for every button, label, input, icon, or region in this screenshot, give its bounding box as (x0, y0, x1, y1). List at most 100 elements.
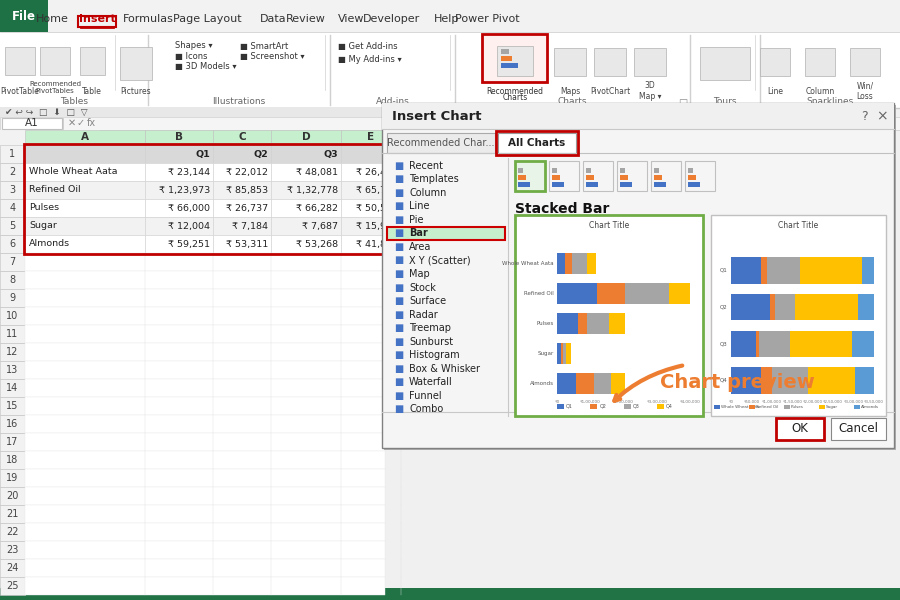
Text: ■: ■ (394, 256, 403, 265)
Text: Recommended Char...: Recommended Char... (387, 138, 495, 148)
Text: Chart Title: Chart Title (778, 220, 819, 229)
Text: Map: Map (409, 269, 430, 279)
Text: ✕: ✕ (68, 118, 76, 128)
Text: ₹3,00,000: ₹3,00,000 (646, 400, 667, 404)
Text: 17: 17 (6, 437, 19, 447)
Bar (271, 199, 341, 217)
Bar (688, 167, 693, 173)
Bar (0, 523, 25, 541)
Bar (25, 469, 385, 487)
Text: 21: 21 (6, 509, 19, 519)
Text: ■: ■ (394, 350, 403, 360)
Bar (0, 577, 25, 595)
Text: Combo: Combo (409, 404, 443, 414)
Bar (594, 48, 626, 76)
Bar (620, 181, 632, 187)
Bar (805, 48, 835, 76)
Text: D: D (302, 133, 310, 142)
Bar (341, 163, 401, 181)
Text: ■ Get Add-ins: ■ Get Add-ins (338, 41, 398, 50)
Bar (851, 331, 874, 357)
Text: Maps: Maps (560, 86, 580, 95)
Text: ■: ■ (394, 174, 403, 184)
Bar (401, 145, 441, 163)
Bar (25, 325, 385, 343)
Bar (25, 487, 385, 505)
Bar (518, 167, 523, 173)
Bar (0, 181, 25, 199)
Bar (401, 163, 441, 181)
Bar (25, 523, 385, 541)
Text: Add-ins: Add-ins (375, 97, 410, 106)
Bar (583, 161, 613, 191)
Text: 9: 9 (9, 293, 15, 303)
Text: 11: 11 (6, 329, 19, 339)
Bar (776, 418, 824, 440)
Text: ■ SmartArt: ■ SmartArt (240, 41, 288, 50)
Bar (688, 175, 696, 179)
Text: Q4: Q4 (720, 378, 728, 383)
Bar (561, 343, 563, 364)
Bar (756, 331, 760, 357)
Text: 3D
Map ▾: 3D Map ▾ (639, 81, 662, 101)
Text: 14: 14 (6, 383, 19, 393)
Text: 22: 22 (6, 527, 19, 537)
Text: ■: ■ (394, 296, 403, 306)
Text: ₹ 26,737: ₹ 26,737 (226, 203, 268, 212)
Text: ₹ 85,853: ₹ 85,853 (226, 185, 268, 194)
Bar (731, 257, 760, 284)
Bar (25, 199, 145, 217)
Bar (749, 405, 755, 409)
Text: Power Pivot: Power Pivot (454, 14, 519, 24)
Bar (145, 235, 213, 253)
Bar (654, 181, 666, 187)
Text: ₹ 65,781: ₹ 65,781 (356, 185, 398, 194)
Text: A1: A1 (25, 118, 39, 128)
Bar (0, 505, 25, 523)
Text: Column: Column (806, 86, 834, 95)
Bar (564, 253, 572, 274)
Bar (598, 283, 626, 304)
Bar (497, 46, 533, 76)
Text: Templates: Templates (409, 174, 459, 184)
Bar (271, 217, 341, 235)
Text: Sugar: Sugar (29, 221, 57, 230)
Text: Data: Data (260, 14, 286, 24)
Bar (0, 130, 25, 600)
Text: 23: 23 (6, 545, 19, 555)
Bar (25, 289, 385, 307)
Bar (25, 505, 385, 523)
Bar (25, 415, 385, 433)
Text: Stacked Bar: Stacked Bar (515, 202, 609, 216)
Bar (549, 161, 579, 191)
Text: Whole Wheat Aata: Whole Wheat Aata (721, 405, 760, 409)
Bar (552, 175, 560, 179)
Text: ₹ 1,32,778: ₹ 1,32,778 (287, 185, 338, 194)
Text: Recommended: Recommended (487, 86, 544, 95)
Text: 25: 25 (6, 581, 19, 591)
Bar (654, 167, 659, 173)
Bar (482, 34, 547, 82)
Text: Whole Wheat Aata: Whole Wheat Aata (29, 167, 118, 176)
Bar (557, 283, 598, 304)
Bar (501, 49, 509, 53)
Text: 5: 5 (9, 221, 15, 231)
Text: Refined Oil: Refined Oil (524, 291, 554, 296)
Text: ■: ■ (394, 377, 403, 387)
Text: Shapes ▾: Shapes ▾ (175, 41, 212, 50)
Text: C: C (238, 133, 246, 142)
Text: ₹3,50,000: ₹3,50,000 (864, 400, 884, 404)
Text: Page Layout: Page Layout (173, 14, 241, 24)
Text: □: □ (678, 98, 688, 108)
Bar (0, 130, 385, 145)
Text: B: B (175, 133, 183, 142)
Text: ₹2,00,000: ₹2,00,000 (613, 400, 634, 404)
Bar (145, 181, 213, 199)
Bar (271, 163, 341, 181)
Bar (0, 397, 25, 415)
Bar (714, 405, 720, 409)
Bar (657, 404, 664, 409)
Text: Pie: Pie (409, 215, 424, 225)
Text: 18: 18 (6, 455, 19, 465)
Text: ✔ ↩ ↪  □  ⬇  □  ▽: ✔ ↩ ↪ □ ⬇ □ ▽ (5, 107, 87, 116)
